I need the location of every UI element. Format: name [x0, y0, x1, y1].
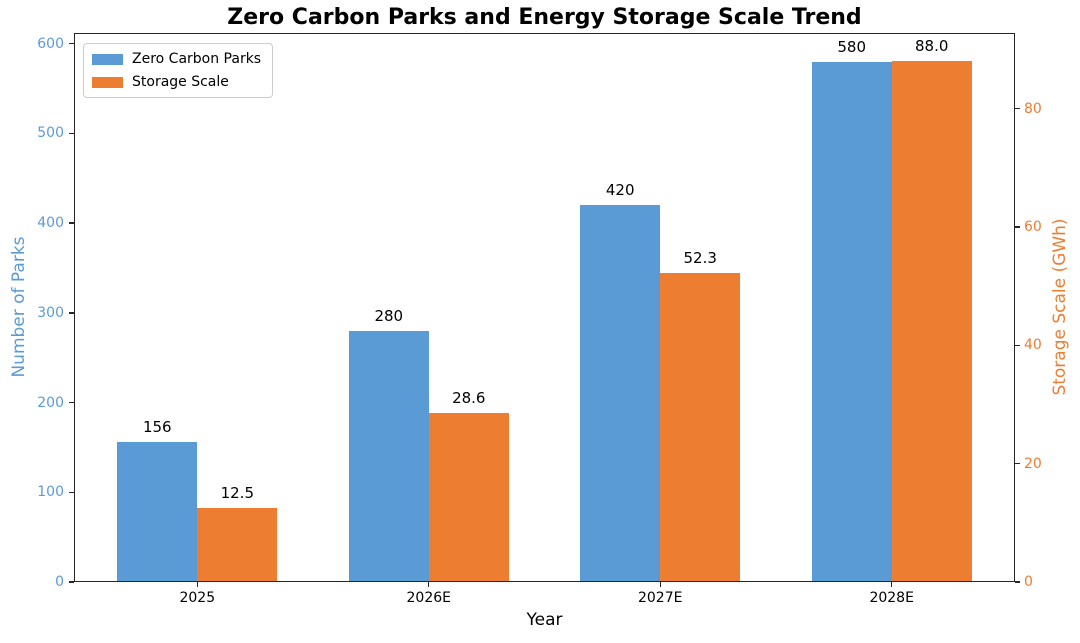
- y-tick-label-right: 0: [1024, 574, 1033, 590]
- y-tick-label-left: 400: [37, 215, 64, 232]
- bar-left-2028E: [811, 61, 892, 582]
- bar-left-2027E: [580, 205, 661, 582]
- bar-value-label: 88.0: [914, 37, 949, 56]
- x-tick-label: 2026E: [406, 590, 451, 606]
- y-tick-label-right: 40: [1024, 337, 1042, 354]
- y-axis-tick-right: [1015, 462, 1020, 465]
- legend: Zero Carbon Parks Storage Scale: [83, 43, 274, 98]
- y-axis-tick-left: [69, 312, 74, 314]
- y-tick-label-left: 600: [37, 35, 64, 52]
- bar-right-2027E: [660, 272, 741, 582]
- y-tick-label-left: 500: [37, 125, 64, 142]
- y-axis-tick-left: [69, 43, 74, 45]
- x-axis-tick: [659, 582, 661, 587]
- x-tick-label: 2025: [179, 590, 216, 606]
- x-axis-tick: [196, 582, 198, 587]
- bar-value-label: 28.6: [452, 388, 486, 407]
- legend-label: Storage Scale: [132, 74, 229, 90]
- bar-value-label: 420: [605, 181, 635, 200]
- y-axis-tick-left: [69, 401, 74, 404]
- x-axis-tick: [891, 582, 893, 587]
- legend-swatch-storage-scale: [92, 76, 123, 88]
- y-axis-tick-left: [69, 132, 74, 135]
- y-tick-label-left: 300: [37, 304, 64, 321]
- y-axis-tick-right: [1015, 226, 1020, 228]
- y-tick-label-left: 200: [37, 394, 64, 411]
- x-axis-label: Year: [526, 610, 563, 630]
- x-tick-label: 2027E: [637, 590, 683, 606]
- y-tick-label-right: 60: [1024, 219, 1042, 236]
- x-tick-label: 2028E: [869, 590, 914, 606]
- y-axis-tick-right: [1015, 581, 1020, 583]
- chart-title: Zero Carbon Parks and Energy Storage Sca…: [227, 5, 862, 30]
- bar-right-2026E: [428, 412, 509, 582]
- bar-left-2025: [117, 442, 198, 582]
- y-tick-label-left: 100: [37, 484, 64, 501]
- y-axis-tick-right: [1015, 108, 1020, 110]
- y-tick-label-right: 20: [1024, 455, 1042, 472]
- bar-left-2026E: [348, 330, 429, 582]
- y-axis-tick-left: [69, 491, 74, 493]
- legend-item-zero-carbon-parks: Zero Carbon Parks: [92, 51, 261, 67]
- y-axis-tick-left: [69, 222, 74, 224]
- legend-label: Zero Carbon Parks: [132, 51, 262, 67]
- y-axis-tick-right: [1015, 344, 1020, 347]
- legend-swatch-zero-carbon-parks: [92, 53, 123, 65]
- bar-value-label: 280: [374, 306, 404, 325]
- y-axis-tick-left: [69, 581, 74, 583]
- bar-right-2025: [197, 508, 278, 582]
- bar-right-2028E: [891, 61, 972, 582]
- bar-value-label: 580: [837, 37, 866, 56]
- bar-value-label: 12.5: [220, 484, 254, 503]
- legend-item-storage-scale: Storage Scale: [92, 74, 261, 90]
- y-tick-label-right: 80: [1024, 100, 1042, 117]
- x-axis-tick: [428, 582, 430, 587]
- y-tick-label-left: 0: [55, 574, 64, 590]
- bar-value-label: 52.3: [683, 248, 717, 267]
- bar-value-label: 156: [142, 418, 172, 437]
